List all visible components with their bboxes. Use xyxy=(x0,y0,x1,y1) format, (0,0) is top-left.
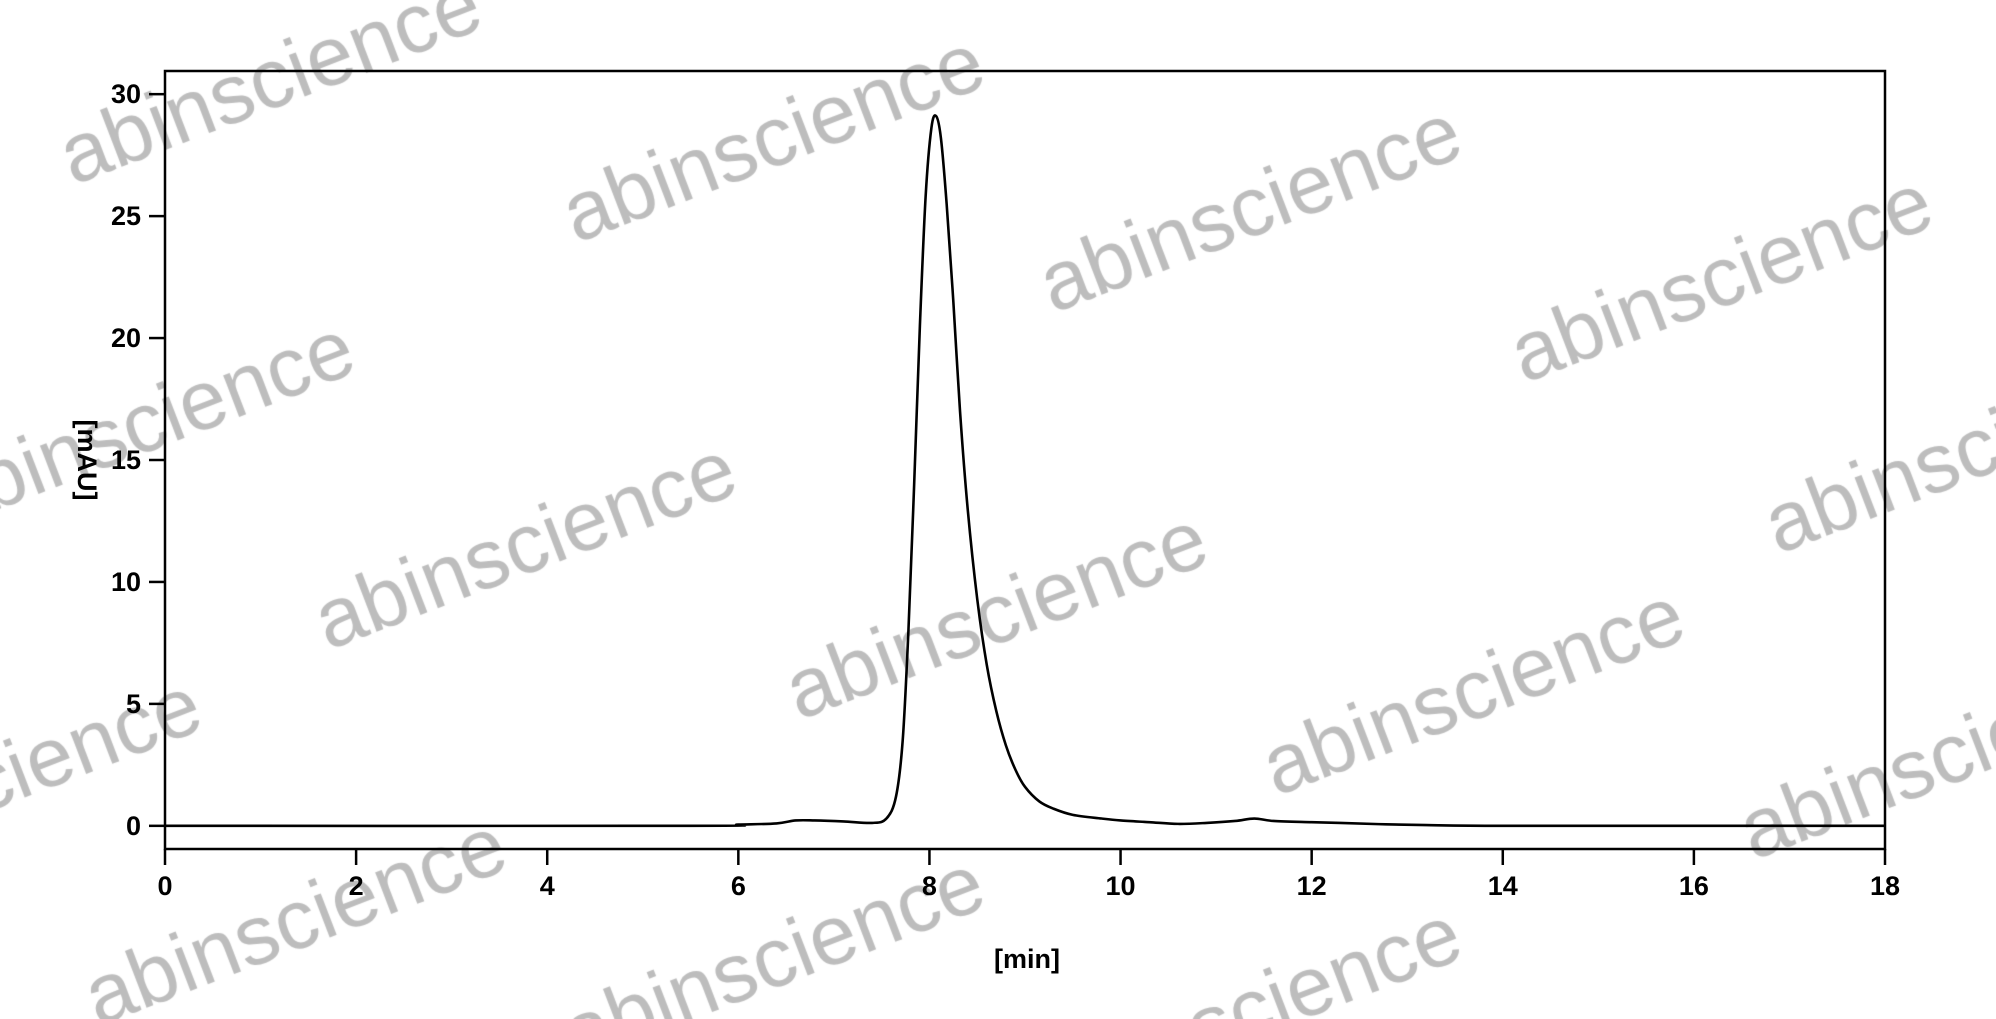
x-tick-label: 12 xyxy=(1297,871,1327,901)
x-tick-label: 14 xyxy=(1488,871,1518,901)
x-tick-label: 16 xyxy=(1679,871,1709,901)
axis-ticks: 0 2 4 6 8 10 12 14 16 18 0 5 10 15 20 25 30 xyxy=(111,79,1900,901)
x-tick-label: 2 xyxy=(349,871,364,901)
x-tick-label: 8 xyxy=(922,871,937,901)
y-tick-label: 20 xyxy=(111,323,141,353)
x-axis-label: [min] xyxy=(994,944,1060,974)
x-tick-label: 0 xyxy=(157,871,172,901)
x-tick-label: 6 xyxy=(731,871,746,901)
y-tick-label: 30 xyxy=(111,79,141,109)
y-tick-label: 15 xyxy=(111,445,141,475)
y-tick-label: 5 xyxy=(126,689,141,719)
plot-frame xyxy=(163,69,1887,851)
x-tick-label: 4 xyxy=(540,871,555,901)
y-tick-label: 10 xyxy=(111,567,141,597)
y-tick-label: 0 xyxy=(126,811,141,841)
y-axis-label: [mAU] xyxy=(72,420,102,501)
x-tick-label: 18 xyxy=(1870,871,1900,901)
y-tick-label: 25 xyxy=(111,201,141,231)
x-tick-label: 10 xyxy=(1106,871,1136,901)
chromatogram-trace xyxy=(164,114,1885,828)
